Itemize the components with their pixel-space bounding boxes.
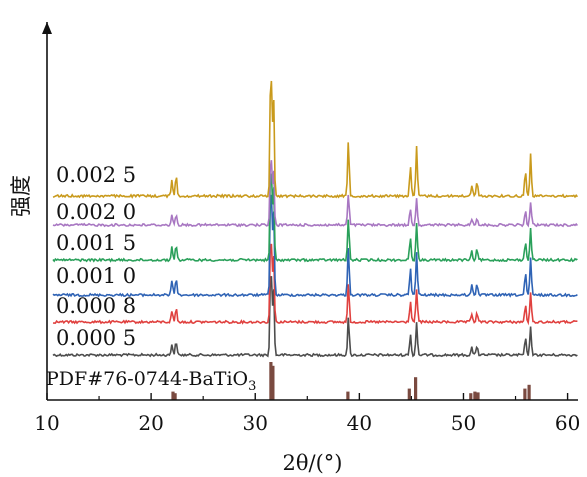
reference-peak-6	[407, 388, 411, 400]
series-label-4: 0.001 5	[56, 231, 136, 255]
series-label-6: 0.002 5	[56, 163, 136, 187]
x-tick-label-30: 30	[243, 411, 268, 435]
axes: 10 20 30 40 50 60 2θ/(°) 强度	[9, 22, 580, 475]
reference-peak-4	[271, 365, 275, 400]
series-group	[52, 80, 579, 358]
series-line-2	[52, 243, 578, 326]
reference-label-subscript: 3	[248, 379, 256, 394]
series-label-1: 0.000 5	[56, 326, 136, 350]
series-line-6	[52, 80, 579, 199]
x-tick-label-40: 40	[347, 411, 372, 435]
reference-peak-11	[523, 388, 527, 400]
series-line-3	[52, 194, 578, 298]
reference-pattern	[171, 362, 531, 400]
x-tick-label-10: 10	[34, 411, 59, 435]
x-tick-label-50: 50	[451, 411, 476, 435]
reference-peak-1	[171, 391, 175, 400]
reference-peak-12	[527, 384, 531, 400]
y-axis-title: 强度	[9, 175, 33, 217]
series-line-5	[52, 160, 579, 228]
x-tick-label-60: 60	[555, 411, 580, 435]
series-line-4	[52, 173, 578, 263]
y-axis-arrow	[42, 22, 52, 34]
reference-peak-9	[473, 391, 477, 400]
labels: 0.000 5 0.000 8 0.001 0 0.001 5 0.002 0 0.002…	[46, 163, 256, 394]
reference-peak-2	[173, 393, 177, 400]
reference-label: PDF#76-0744-BaTiO3	[46, 368, 256, 394]
x-tick-label-20: 20	[138, 411, 163, 435]
reference-peak-7	[414, 377, 418, 400]
reference-peak-3	[269, 362, 273, 400]
reference-peak-5	[346, 391, 350, 400]
series-label-2: 0.000 8	[56, 294, 136, 318]
series-label-3: 0.001 0	[56, 264, 136, 288]
series-label-5: 0.002 0	[56, 200, 136, 224]
series-line-1	[52, 276, 578, 358]
reference-peak-8	[469, 393, 473, 400]
reference-peak-10	[476, 392, 480, 400]
x-axis-title: 2θ/(°)	[283, 451, 343, 475]
